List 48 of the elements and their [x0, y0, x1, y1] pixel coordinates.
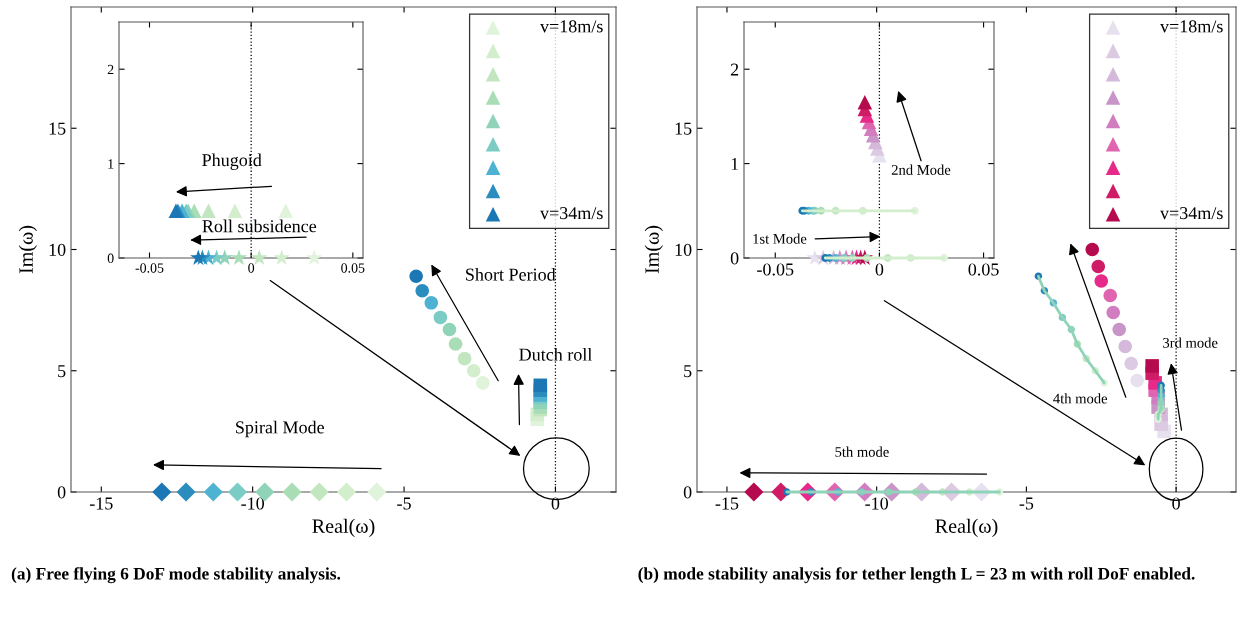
legend-label: v=18m/s: [1160, 20, 1223, 33]
y-tick-label: 0: [683, 486, 692, 499]
x-tick-label: 0: [248, 263, 255, 273]
annotation: Phugoid: [202, 153, 262, 170]
y-tick-label: 10: [49, 243, 66, 256]
x-tick-label: 0: [551, 497, 560, 510]
y-tick-label: 1: [108, 159, 114, 169]
annotation: 1st Mode: [753, 233, 807, 244]
annotation: Spiral Mode: [236, 420, 324, 438]
x-axis-title: Real(ω): [935, 518, 998, 538]
y-tick-label: 5: [58, 365, 66, 378]
annotation: Short Period: [466, 267, 556, 281]
x-tick-label: 0.05: [968, 263, 999, 276]
annotation: 5th mode: [835, 446, 889, 457]
y-tick-label: 0: [107, 253, 114, 263]
legend-label: v=34m/s: [540, 207, 603, 220]
annotation: 2nd Mode: [891, 164, 951, 175]
x-tick-label: -15: [89, 497, 113, 510]
y-tick-label: 15: [49, 122, 66, 135]
x-tick-label: 0: [1172, 497, 1180, 510]
y-tick-label: 2: [107, 64, 114, 75]
y-tick-label: 1: [731, 157, 739, 170]
x-tick-label: -10: [241, 497, 265, 510]
x-tick-label: 0.05: [341, 263, 365, 273]
x-tick-label: -15: [715, 497, 739, 510]
y-tick-label: 5: [684, 365, 692, 378]
annotation: 4th mode: [1053, 393, 1108, 404]
y-axis-title: Im(ω): [644, 225, 663, 274]
annotation: Dutch roll: [519, 348, 592, 361]
legend-label: v=18m/s: [540, 20, 603, 33]
y-tick-label: 2: [730, 63, 739, 76]
text: (a) Free flying 6 DoF mode stability analysis.: [11, 567, 341, 584]
x-tick-label: 0: [875, 263, 884, 276]
x-tick-label: -5: [397, 497, 411, 510]
x-axis-title: Real(ω): [312, 518, 375, 538]
x-tick-label: -10: [865, 497, 889, 510]
x-tick-label: -5: [1019, 497, 1034, 510]
annotation: 3rd mode: [1163, 337, 1218, 348]
y-axis-title: Im(ω): [18, 225, 37, 274]
y-tick-label: 10: [675, 243, 692, 256]
x-tick-label: -0.05: [757, 263, 794, 276]
y-tick-label: 0: [57, 486, 66, 499]
x-tick-label: -0.05: [135, 263, 164, 273]
y-tick-label: 15: [675, 122, 692, 135]
y-tick-label: 0: [730, 252, 739, 265]
legend-label: v=34m/s: [1160, 207, 1223, 220]
text: (b) mode stability analysis for tether length L = 23 m with roll DoF enabled.: [638, 567, 1195, 584]
annotation: Roll subsidence: [202, 219, 317, 233]
